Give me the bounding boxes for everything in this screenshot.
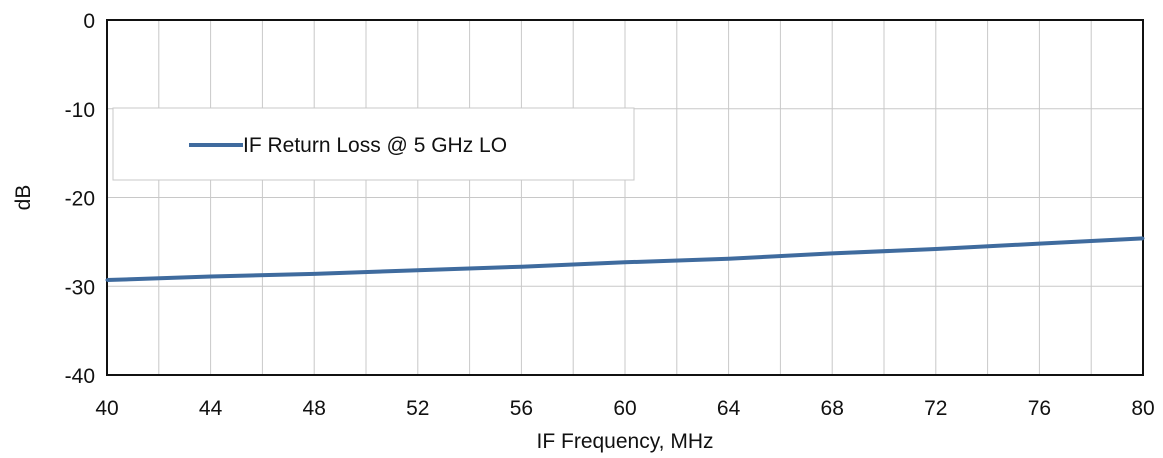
series-layer bbox=[105, 236, 1145, 283]
legend: IF Return Loss @ 5 GHz LO bbox=[112, 107, 635, 181]
y-tick-label: -10 bbox=[65, 99, 95, 122]
x-tick-label: 72 bbox=[924, 397, 947, 420]
x-tick-label: 68 bbox=[821, 397, 844, 420]
x-tick-label: 52 bbox=[406, 397, 429, 420]
x-tick-labels: 40 44 48 52 56 60 64 68 72 76 80 bbox=[95, 397, 1154, 420]
legend-label: IF Return Loss @ 5 GHz LO bbox=[243, 134, 507, 157]
x-axis-title: IF Frequency, MHz bbox=[537, 430, 714, 453]
data-point bbox=[1037, 242, 1041, 246]
y-tick-label: 0 bbox=[83, 10, 95, 33]
x-tick-label: 60 bbox=[613, 397, 636, 420]
gridlines bbox=[107, 20, 1143, 375]
data-point bbox=[830, 251, 834, 255]
x-tick-label: 48 bbox=[303, 397, 326, 420]
x-tick-label: 44 bbox=[199, 397, 223, 420]
data-point bbox=[312, 272, 316, 276]
data-point bbox=[934, 247, 938, 251]
y-tick-labels: 0 -10 -20 -30 -40 bbox=[65, 10, 95, 388]
data-point bbox=[209, 274, 213, 278]
data-point bbox=[727, 257, 731, 261]
data-point bbox=[105, 278, 109, 282]
x-tick-label: 56 bbox=[510, 397, 533, 420]
x-tick-label: 80 bbox=[1131, 397, 1154, 420]
plot-area-frame bbox=[106, 19, 1144, 376]
x-tick-label: 40 bbox=[95, 397, 118, 420]
x-tick-label: 64 bbox=[717, 397, 741, 420]
y-tick-label: -30 bbox=[65, 276, 95, 299]
data-point bbox=[519, 265, 523, 269]
y-tick-label: -40 bbox=[65, 365, 95, 388]
data-point bbox=[1141, 236, 1145, 240]
data-point bbox=[623, 260, 627, 264]
y-tick-label: -20 bbox=[65, 188, 95, 211]
x-tick-label: 76 bbox=[1028, 397, 1051, 420]
data-point bbox=[416, 268, 420, 272]
y-axis-title: dB bbox=[12, 185, 35, 211]
